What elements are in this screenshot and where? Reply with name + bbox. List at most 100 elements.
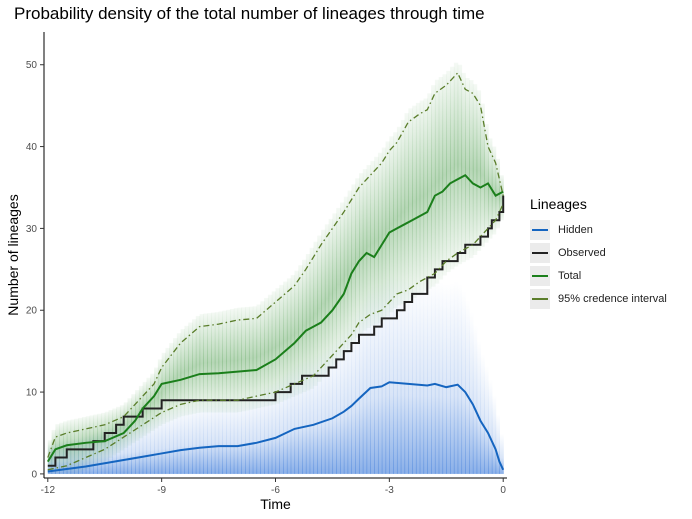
total-density-band xyxy=(393,132,398,309)
total-density-band xyxy=(275,288,280,404)
x-tick-label: -9 xyxy=(157,485,166,496)
total-density-band xyxy=(431,85,436,287)
hidden-density-band xyxy=(207,398,212,474)
total-density-band xyxy=(245,306,250,411)
hidden-density-band xyxy=(427,280,432,474)
hidden-density-band xyxy=(431,279,436,474)
hidden-density-band xyxy=(290,365,296,474)
hidden-density-band xyxy=(165,408,170,474)
total-density-band xyxy=(305,253,311,391)
hidden-density-band xyxy=(321,349,326,474)
hidden-density-band xyxy=(123,422,129,474)
hidden-density-band xyxy=(138,417,144,474)
hidden-density-band xyxy=(446,283,451,474)
total-density-band xyxy=(499,175,504,221)
hidden-density-band xyxy=(222,396,227,474)
hidden-density-band xyxy=(450,282,455,474)
hidden-density-band xyxy=(495,414,501,474)
total-density-band xyxy=(222,310,227,413)
hidden-density-band xyxy=(127,421,132,474)
chart-title: Probability density of the total number … xyxy=(14,4,485,23)
total-density-band xyxy=(210,312,216,413)
hidden-density-band xyxy=(324,347,330,474)
hidden-density-band xyxy=(260,387,265,474)
hidden-density-band xyxy=(332,341,337,474)
total-density-band xyxy=(173,338,178,420)
hidden-density-band xyxy=(226,396,231,474)
total-density-band xyxy=(309,247,315,389)
total-density-band xyxy=(374,156,379,325)
total-density-band xyxy=(419,100,425,293)
series-line-total xyxy=(46,173,504,463)
total-density-band xyxy=(218,311,223,413)
total-density-band xyxy=(469,80,474,259)
hidden-density-band xyxy=(396,276,402,474)
hidden-density-band xyxy=(294,363,299,474)
total-density-band xyxy=(332,213,337,366)
hidden-density-band xyxy=(245,393,250,474)
series-line-observed xyxy=(47,195,505,467)
hidden-density-band xyxy=(70,438,75,474)
hidden-density-band xyxy=(188,401,193,474)
total-density-band xyxy=(180,329,186,417)
total-density-band xyxy=(317,235,322,382)
series-line-hidden xyxy=(47,381,505,473)
total-density-band xyxy=(154,367,159,429)
hidden-density-band xyxy=(192,401,197,474)
hidden-density-band xyxy=(340,333,345,474)
hidden-density-band xyxy=(461,290,466,474)
hidden-density-band xyxy=(169,407,174,474)
total-density-band xyxy=(248,306,254,410)
total-density-band xyxy=(400,119,406,305)
total-density-band xyxy=(472,84,478,255)
total-density-band xyxy=(457,64,463,265)
total-density-band xyxy=(146,377,151,434)
axes: -12 -9 -6 -3 0 0 10 20 30 40 50 Time Number of linea… xyxy=(5,32,507,512)
total-density-band xyxy=(412,105,417,298)
hidden-density-band xyxy=(362,296,368,474)
total-density-band xyxy=(351,184,356,344)
hidden-density-band xyxy=(112,426,117,474)
total-density-band xyxy=(203,313,208,413)
y-axis-title: Number of lineages xyxy=(5,194,21,315)
hidden-density-band xyxy=(484,365,489,474)
total-density-band xyxy=(207,313,212,413)
hidden-density-band xyxy=(404,278,409,474)
hidden-density-band xyxy=(100,429,106,474)
total-density-band xyxy=(461,72,466,263)
total-density-band xyxy=(427,93,432,289)
total-density-band xyxy=(150,373,155,431)
series-line-95-credence-interval-lower xyxy=(47,203,504,471)
hidden-density-band xyxy=(343,328,349,474)
hidden-density-band xyxy=(442,283,447,474)
total-density-band xyxy=(324,224,330,374)
total-density-band xyxy=(366,164,371,328)
hidden-density-band xyxy=(146,414,151,474)
hidden-density-band xyxy=(499,433,504,474)
hidden-density-band xyxy=(78,436,83,474)
total-density-band xyxy=(442,74,447,276)
total-density-band xyxy=(415,102,421,296)
legend-key-total xyxy=(530,265,550,286)
hidden-density-band xyxy=(480,354,485,474)
hidden-density-band xyxy=(214,396,220,474)
total-density-band xyxy=(279,284,284,402)
hidden-density-band xyxy=(81,435,87,474)
y-tick-label: 40 xyxy=(26,142,38,153)
hidden-density-band xyxy=(97,431,102,474)
y-tick-label: 20 xyxy=(26,306,38,317)
total-density-band xyxy=(176,333,182,418)
total-density-band xyxy=(362,169,368,331)
total-density-band xyxy=(336,207,341,362)
total-density-band xyxy=(347,190,353,350)
total-density-band xyxy=(271,291,277,405)
legend-title: Lineages xyxy=(530,196,587,212)
hidden-density-band xyxy=(355,309,360,474)
total-density-band xyxy=(283,281,288,401)
legend-label-total: Total xyxy=(558,269,582,282)
hidden-density-band xyxy=(275,379,280,474)
total-density-band xyxy=(340,202,345,358)
hidden-density-band xyxy=(66,439,72,474)
hidden-density-band xyxy=(305,358,311,474)
hidden-density-band xyxy=(347,323,353,474)
